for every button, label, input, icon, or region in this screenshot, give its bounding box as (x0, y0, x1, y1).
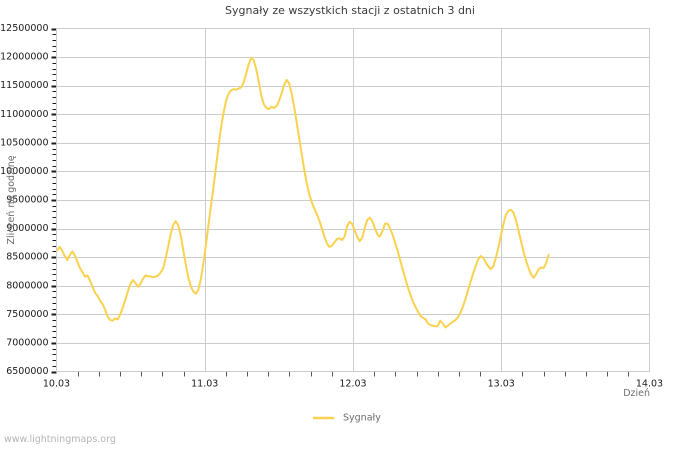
y-tick-label: 9500000 (6, 195, 48, 206)
y-tick-label: 8500000 (6, 252, 48, 263)
x-tick-label: 13.03 (488, 379, 515, 390)
x-axis-title: Dzień (623, 388, 650, 399)
plot-frame (56, 28, 650, 372)
y-tick-label: 6500000 (6, 366, 48, 377)
chart-title: Sygnały ze wszystkich stacji z ostatnich… (225, 4, 475, 17)
y-tick-label: 11500000 (0, 80, 48, 91)
legend-label-sygnaly: Sygnały (343, 413, 381, 424)
gridlines-group (56, 28, 650, 372)
y-tick-label: 10500000 (0, 137, 48, 148)
y-axis-tick-labels-group: 12500000 12000000 11500000 11000000 10500000… (0, 23, 48, 377)
x-tick-label: 12.03 (339, 379, 366, 390)
y-tick-label: 10000000 (0, 166, 48, 177)
series-line-sygnaly (56, 56, 550, 329)
y-tick-label: 11000000 (0, 109, 48, 120)
y-axis-ticks-group (51, 28, 57, 374)
y-tick-label: 8000000 (6, 280, 48, 291)
y-tick-label: 7000000 (6, 337, 48, 348)
y-tick-label: 12000000 (0, 52, 48, 63)
watermark-text: www.lightningmaps.org (4, 434, 116, 445)
y-tick-label: 12500000 (0, 23, 48, 34)
x-axis-ticks-group (78, 371, 629, 377)
x-axis-tick-labels-group: 10.03 11.03 12.03 13.03 14.03 (43, 379, 663, 390)
y-axis-title: Zliczeń na godzinę (6, 155, 17, 244)
x-tick-label: 10.03 (43, 379, 70, 390)
y-tick-label: 7500000 (6, 309, 48, 320)
x-tick-label: 14.03 (636, 379, 663, 390)
x-tick-label: 11.03 (191, 379, 218, 390)
y-tick-label: 9000000 (6, 223, 48, 234)
legend: Sygnały (313, 413, 381, 424)
series-group (56, 56, 550, 329)
